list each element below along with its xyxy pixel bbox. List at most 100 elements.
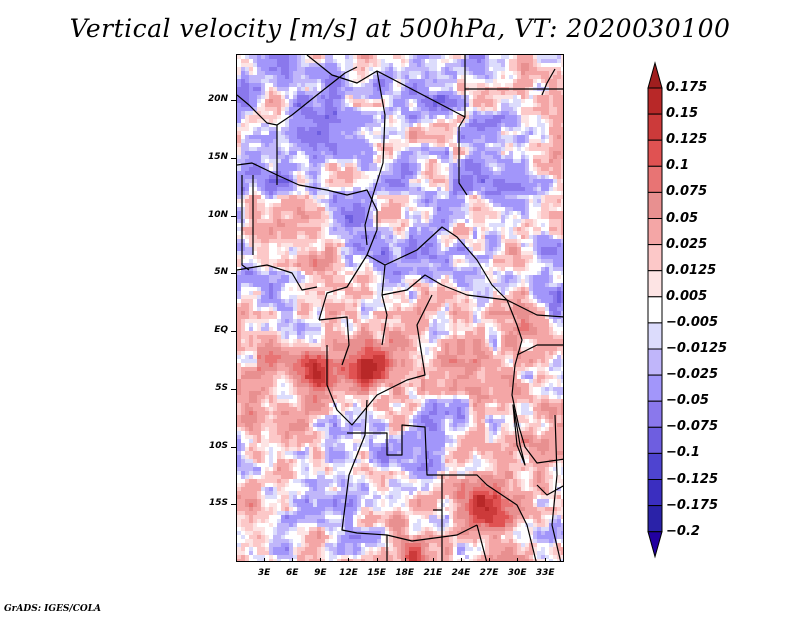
field-cell: [273, 295, 277, 299]
field-cell: [537, 471, 541, 475]
field-cell: [321, 215, 329, 219]
field-cell: [425, 179, 429, 183]
field-cell: [521, 435, 533, 439]
field-cell: [497, 251, 501, 255]
field-cell: [237, 283, 241, 287]
field-cell: [529, 203, 533, 207]
field-cell: [445, 447, 457, 451]
field-cell: [557, 291, 561, 295]
field-cell: [493, 99, 497, 103]
field-cell: [513, 331, 517, 335]
field-cell: [533, 83, 537, 87]
field-cell: [317, 399, 321, 403]
field-cell: [289, 147, 301, 151]
field-cell: [421, 175, 425, 179]
field-cell: [541, 135, 545, 139]
field-cell: [313, 175, 317, 179]
field-cell: [549, 351, 553, 355]
field-cell: [445, 127, 449, 131]
field-cell: [449, 451, 453, 455]
field-cell: [281, 451, 285, 455]
field-cell: [545, 451, 557, 455]
field-cell: [253, 435, 257, 439]
field-cell: [473, 371, 477, 375]
field-cell: [521, 219, 525, 223]
field-cell: [525, 155, 529, 159]
field-cell: [549, 159, 553, 163]
field-cell: [457, 423, 465, 427]
field-cell: [485, 247, 489, 251]
field-cell: [493, 79, 497, 83]
field-cell: [261, 127, 269, 131]
field-cell: [505, 243, 517, 247]
field-cell: [333, 239, 341, 243]
field-cell: [545, 195, 563, 199]
field-cell: [377, 383, 381, 387]
field-cell: [429, 467, 441, 471]
field-cell: [545, 387, 549, 391]
field-cell: [249, 259, 253, 263]
field-cell: [429, 375, 445, 379]
field-cell: [361, 319, 365, 323]
field-cell: [329, 363, 349, 367]
field-cell: [269, 431, 277, 435]
field-cell: [241, 75, 249, 79]
field-cell: [373, 299, 381, 303]
field-cell: [517, 283, 521, 287]
field-cell: [497, 215, 501, 219]
field-cell: [341, 367, 345, 371]
field-cell: [517, 355, 521, 359]
field-cell: [541, 387, 545, 391]
field-cell: [421, 99, 433, 103]
field-cell: [393, 107, 397, 111]
field-cell: [281, 95, 285, 99]
field-cell: [405, 391, 409, 395]
field-cell: [413, 295, 417, 299]
field-cell: [277, 407, 297, 411]
field-cell: [413, 451, 421, 455]
field-cell: [425, 359, 429, 363]
field-cell: [341, 331, 345, 335]
field-cell: [241, 319, 245, 323]
field-cell: [281, 315, 293, 319]
field-cell: [445, 135, 453, 139]
field-cell: [309, 323, 321, 327]
field-cell: [249, 343, 253, 347]
field-cell: [493, 451, 509, 455]
field-cell: [345, 91, 373, 95]
field-cell: [245, 347, 257, 351]
field-cell: [357, 135, 365, 139]
field-cell: [317, 255, 325, 259]
field-cell: [269, 443, 277, 447]
field-cell: [481, 315, 485, 319]
field-cell: [237, 383, 241, 387]
field-cell: [405, 223, 409, 227]
field-cell: [321, 459, 325, 463]
field-cell: [433, 263, 441, 267]
field-cell: [529, 127, 533, 131]
field-cell: [485, 179, 493, 183]
field-cell: [405, 363, 413, 367]
field-cell: [541, 183, 549, 187]
field-cell: [465, 75, 473, 79]
field-cell: [241, 463, 253, 467]
field-cell: [549, 155, 553, 159]
field-cell: [405, 291, 409, 295]
field-cell: [481, 227, 485, 231]
field-cell: [305, 271, 313, 275]
field-cell: [337, 255, 341, 259]
field-cell: [549, 191, 561, 195]
field-cell: [333, 399, 337, 403]
field-cell: [497, 167, 501, 171]
field-cell: [417, 175, 421, 179]
field-cell: [521, 235, 525, 239]
field-cell: [445, 371, 449, 375]
field-cell: [461, 207, 469, 211]
field-cell: [337, 91, 345, 95]
field-cell: [533, 79, 537, 83]
field-cell: [329, 75, 337, 79]
field-cell: [489, 339, 493, 343]
field-cell: [361, 347, 365, 351]
field-cell: [405, 207, 409, 211]
field-cell: [345, 367, 349, 371]
